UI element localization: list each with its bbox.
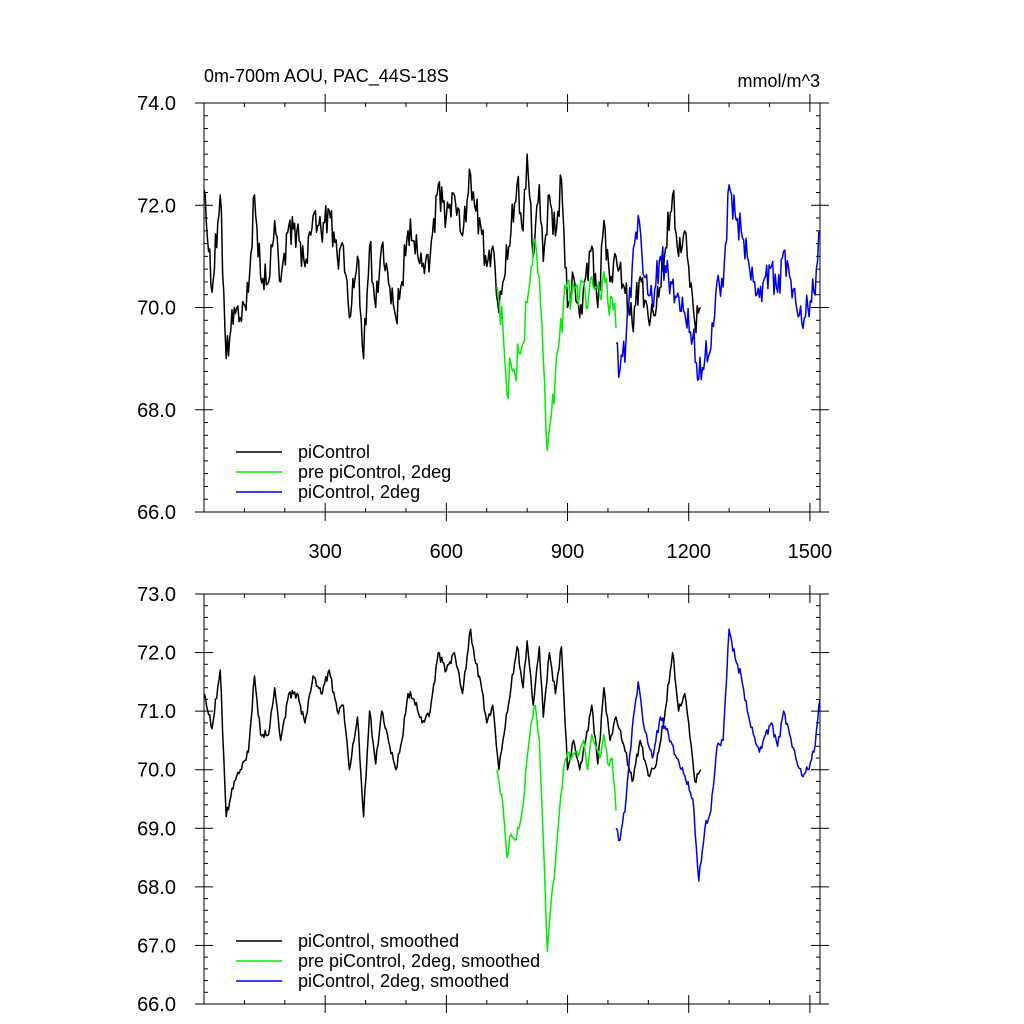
plot-frame [203, 593, 821, 1005]
series-line-picontrol-2deg [615, 184, 821, 381]
legend-label: piControl [298, 442, 370, 462]
y-tick-label: 73.0 [137, 584, 176, 606]
y-tick-label: 71.0 [137, 701, 176, 723]
series-line-picontrol-2deg-smoothed [615, 628, 821, 882]
legend-label: pre piControl, 2deg [298, 462, 451, 482]
y-tick-label: 68.0 [137, 400, 176, 422]
legend-label: pre piControl, 2deg, smoothed [298, 951, 540, 971]
top-panel: 300 600 900 1200 1500 66.0 68.0 70.0 72.0 74.0 piC… [137, 93, 832, 563]
x-tick-label: 600 [430, 541, 463, 563]
legend-label: piControl, 2deg, smoothed [298, 971, 509, 991]
units-label: mmol/m^3 [738, 71, 820, 91]
series-line-pre-picontrol-2deg [496, 237, 617, 452]
y-tick-label: 68.0 [137, 877, 176, 899]
bottom-panel: 66.0 67.0 68.0 69.0 70.0 71.0 72.0 73.0 piContro… [137, 584, 829, 1016]
y-tick-label: 66.0 [137, 994, 176, 1016]
series-line-picontrol [203, 153, 702, 360]
chart-title: 0m-700m AOU, PAC_44S-18S [204, 66, 449, 87]
y-tick-label: 66.0 [137, 502, 176, 524]
series-line-pre-picontrol-2deg-smoothed [496, 704, 617, 953]
x-tick-label: 300 [308, 541, 341, 563]
legend-label: piControl, smoothed [298, 931, 459, 951]
x-tick-label: 900 [551, 541, 584, 563]
x-tick-label: 1200 [666, 541, 711, 563]
y-tick-label: 70.0 [137, 760, 176, 782]
x-tick-label: 1500 [788, 541, 833, 563]
y-tick-label: 70.0 [137, 298, 176, 320]
plot-frame [203, 102, 821, 513]
y-tick-label: 72.0 [137, 643, 176, 665]
y-tick-label: 72.0 [137, 195, 176, 217]
y-tick-label: 67.0 [137, 935, 176, 957]
legend-label: piControl, 2deg [298, 482, 420, 502]
y-tick-label: 74.0 [137, 93, 176, 115]
series-line-picontrol-smoothed [203, 628, 702, 818]
y-tick-label: 69.0 [137, 818, 176, 840]
